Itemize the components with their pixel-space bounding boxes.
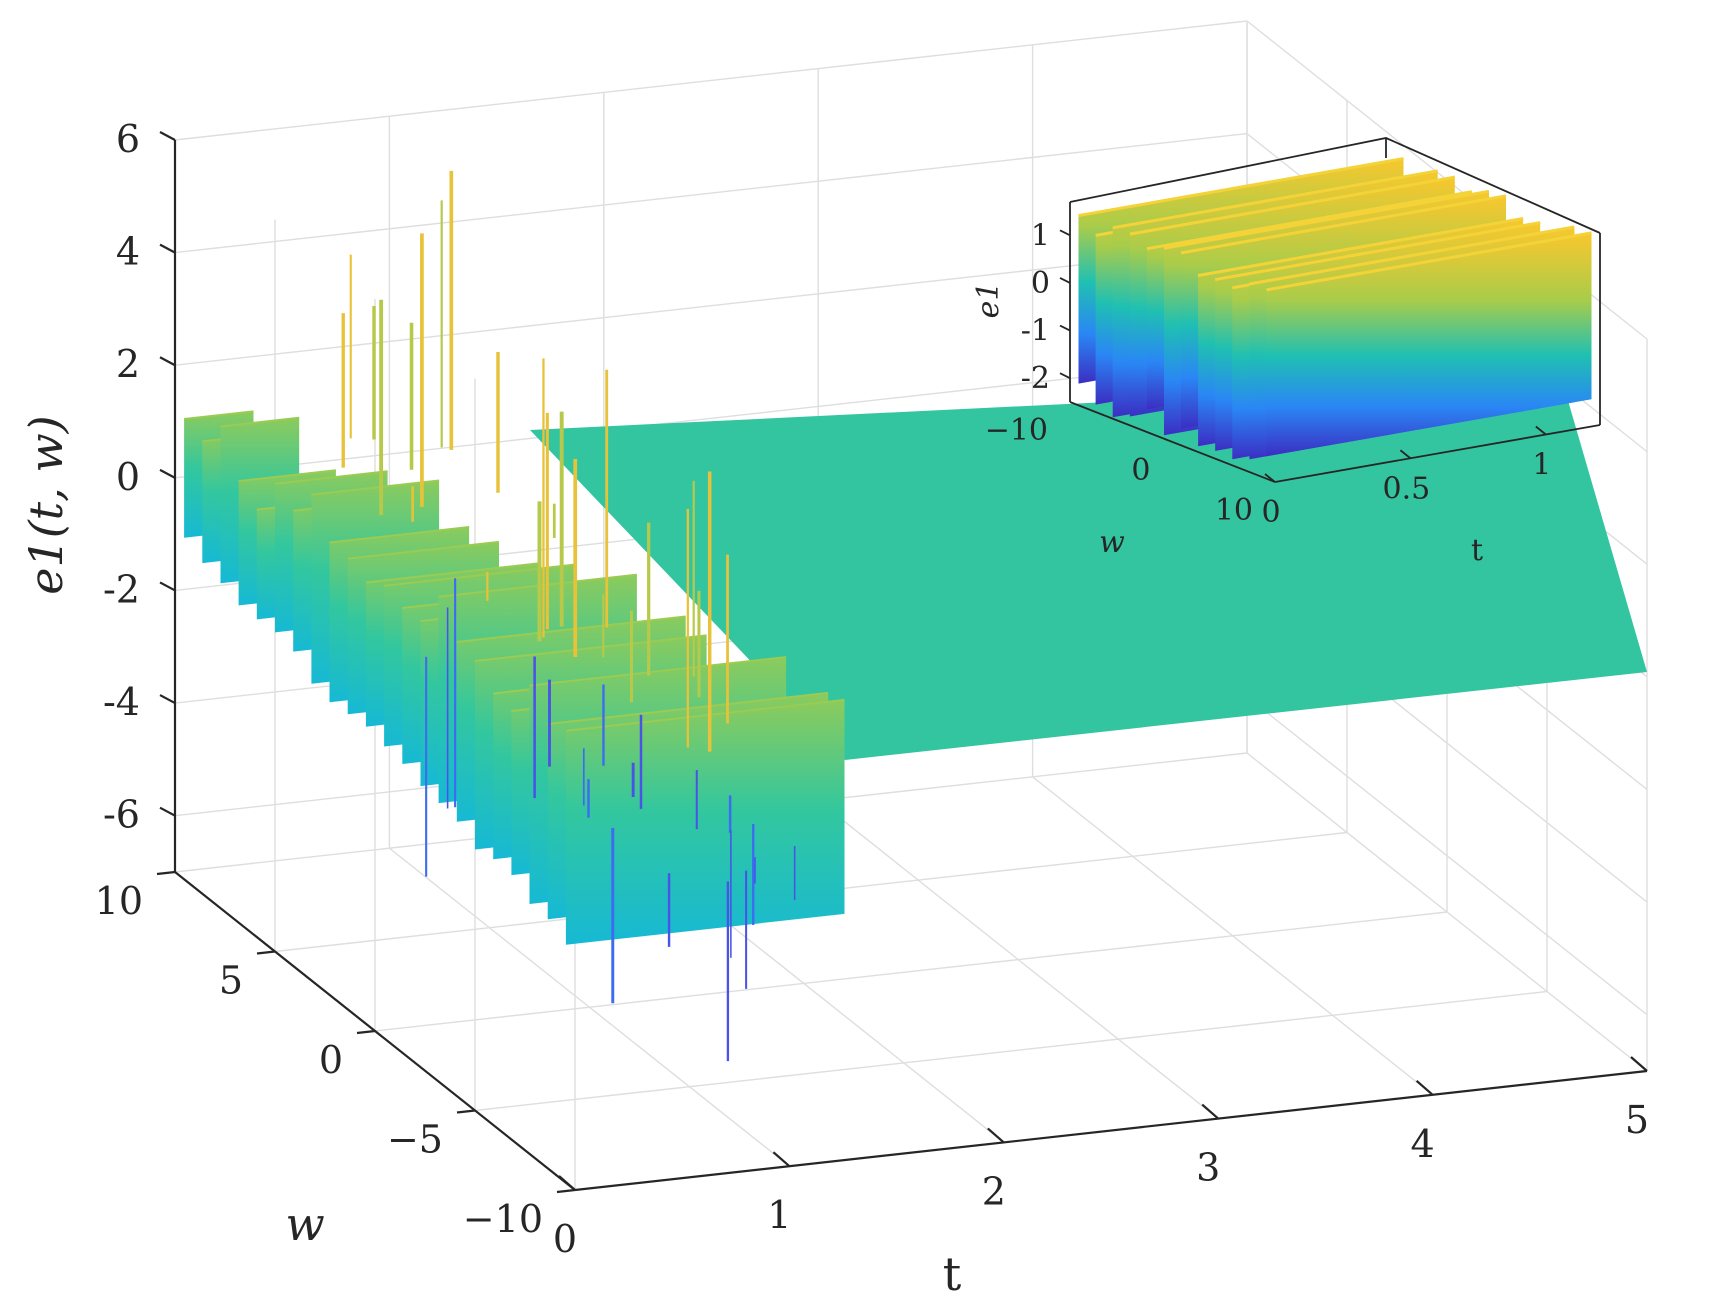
inset-t-tick xyxy=(1535,425,1547,436)
transient-surface xyxy=(183,170,845,1062)
w-axis-label: w xyxy=(285,1197,324,1251)
w-tick xyxy=(556,1188,576,1194)
inset-wall-top xyxy=(1146,190,1473,251)
backwall-grid-z xyxy=(174,132,1248,254)
inset-wall-top xyxy=(1180,194,1507,255)
inset-w-tick-label: −10 xyxy=(985,413,1048,448)
inset-z-tick-label: -1 xyxy=(1021,314,1050,349)
t-tick-label: 4 xyxy=(1411,1122,1435,1166)
z-tick-label: -6 xyxy=(103,793,140,837)
t-tick xyxy=(987,1127,1005,1144)
inset-t-tick xyxy=(1399,449,1411,459)
w-tick xyxy=(156,870,176,876)
steady-plane xyxy=(530,380,1647,760)
sidewall-grid-z xyxy=(1246,696,1648,1016)
inset-t-tick-label: 0.5 xyxy=(1383,471,1431,506)
transient-wall xyxy=(565,699,845,945)
z-tick xyxy=(159,356,176,367)
w-tick xyxy=(456,1109,476,1114)
backwall-grid-z xyxy=(174,358,1248,479)
t-tick xyxy=(1630,1056,1648,1072)
inset-z-tick xyxy=(1059,229,1071,237)
z-tick-label: -2 xyxy=(103,567,140,611)
floor-grid-w xyxy=(374,911,1448,1032)
z-tick-label: 6 xyxy=(116,117,140,161)
inset-surface xyxy=(1078,157,1592,460)
inset-wall-top xyxy=(1214,221,1541,282)
transient-wall-top xyxy=(365,562,540,584)
inset-z-tick-label: 0 xyxy=(1031,266,1050,301)
w-tick-label: 0 xyxy=(319,1038,343,1082)
t-tick-label: 0 xyxy=(553,1217,577,1261)
inset-w-tick-label: 0 xyxy=(1131,453,1150,488)
t-tick-label: 2 xyxy=(982,1169,1006,1213)
inset-z-tick-label: -2 xyxy=(1021,361,1050,396)
inset-w-label: w xyxy=(1099,525,1125,560)
t-tick xyxy=(558,1175,576,1191)
transient-wall-top xyxy=(238,469,336,483)
floor-grid-w xyxy=(474,990,1548,1112)
transient-wall-top xyxy=(474,634,707,663)
inset-z-label: e1 xyxy=(971,282,1006,319)
t-tick xyxy=(772,1151,791,1168)
inset-t-tick xyxy=(1264,473,1276,483)
w-tick-label: 10 xyxy=(95,879,143,923)
inset-z-tick xyxy=(1059,372,1071,379)
z-tick-label: -4 xyxy=(103,680,140,724)
w-tick-label: −10 xyxy=(463,1197,543,1241)
inset-wall-top xyxy=(1078,157,1404,218)
transient-wall-top xyxy=(347,540,500,560)
z-tick xyxy=(159,131,176,141)
inset-wall-top xyxy=(1249,225,1575,286)
z-tick-label: 2 xyxy=(116,342,140,386)
z-tick xyxy=(159,694,176,705)
transient-wall-top xyxy=(565,698,845,732)
inset-z-tick-label: 1 xyxy=(1031,218,1050,253)
transient-wall-top xyxy=(183,410,254,421)
transient-wall-top xyxy=(274,470,388,485)
transient-wall-top xyxy=(329,526,470,544)
backwall-grid-z xyxy=(174,20,1248,141)
w-tick-label: −5 xyxy=(387,1118,443,1162)
inset-wall-top xyxy=(1163,189,1490,250)
z-tick-label: 0 xyxy=(116,455,140,499)
inset-z-tick xyxy=(1059,277,1071,284)
z-tick xyxy=(159,806,176,817)
w-tick-label: 5 xyxy=(219,959,243,1003)
t-axis-label: t xyxy=(943,1247,962,1301)
inset-w-axis xyxy=(1069,401,1276,483)
z-tick xyxy=(159,581,176,592)
t-tick-label: 5 xyxy=(1625,1098,1649,1142)
w-tick xyxy=(356,1029,376,1035)
backwall-grid-z xyxy=(174,245,1248,366)
w-tick xyxy=(256,950,276,955)
transient-wall-top xyxy=(529,656,787,687)
inset-wall xyxy=(1266,232,1592,457)
t-axis-line xyxy=(574,1069,1648,1192)
inset-z-tick xyxy=(1059,324,1071,332)
t-tick xyxy=(1415,1079,1434,1096)
inset-wall-top xyxy=(1197,217,1524,277)
transient-wall-top xyxy=(311,479,440,496)
t-tick-label: 1 xyxy=(767,1193,791,1237)
inset-wall-top xyxy=(1112,169,1438,230)
inset-t-tick-label: 0 xyxy=(1261,495,1280,530)
inset-w-tick-label: 10 xyxy=(1215,493,1253,528)
z-tick xyxy=(159,243,176,254)
transient-wall-top xyxy=(220,416,300,428)
t-tick-label: 3 xyxy=(1196,1146,1220,1190)
inset-t-label: t xyxy=(1471,533,1483,568)
z-tick xyxy=(159,468,176,479)
inset-wall-top xyxy=(1266,231,1592,292)
t-tick xyxy=(1201,1103,1219,1120)
z-tick-label: 4 xyxy=(116,230,140,274)
inset-t-tick-label: 1 xyxy=(1532,448,1551,483)
z-axis-label: e1(t, w) xyxy=(19,415,73,595)
inset-wall-top xyxy=(1129,175,1456,236)
